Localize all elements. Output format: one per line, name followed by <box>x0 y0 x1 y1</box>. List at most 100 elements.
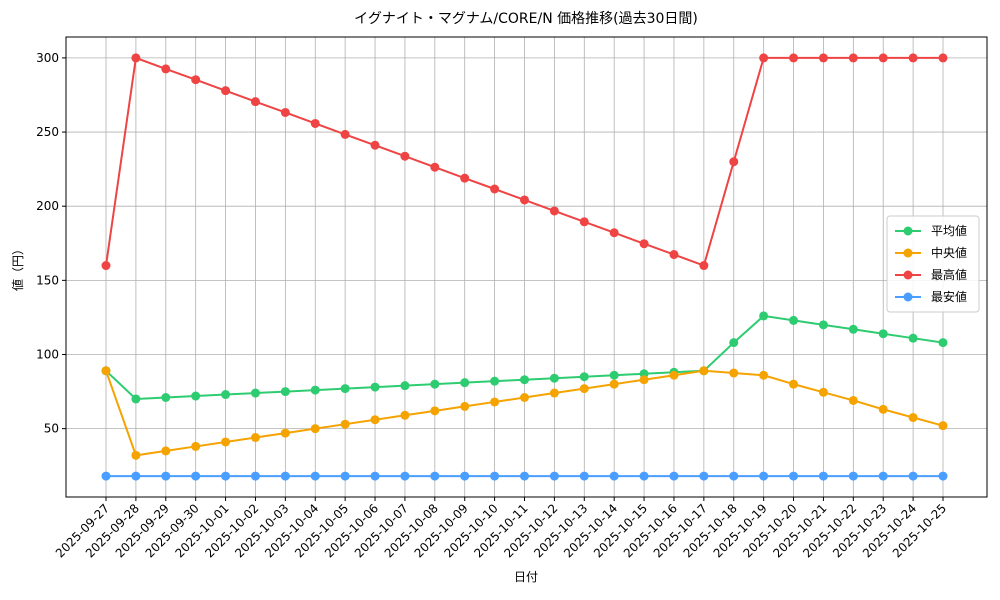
data-point <box>639 375 649 385</box>
data-point <box>520 471 529 481</box>
data-point <box>729 338 739 348</box>
plot-frame <box>65 36 988 498</box>
data-point <box>520 375 529 385</box>
legend-label: 最高値 <box>931 267 967 282</box>
data-point <box>250 433 260 443</box>
data-point <box>759 53 769 63</box>
data-point <box>878 329 888 339</box>
data-point <box>848 395 858 405</box>
data-point <box>490 471 500 481</box>
data-point <box>848 324 858 334</box>
data-point <box>191 441 201 451</box>
legend-label: 最安値 <box>931 289 967 304</box>
data-point <box>131 471 141 481</box>
data-point <box>280 387 290 397</box>
data-point <box>430 162 440 172</box>
data-point <box>221 390 231 400</box>
data-point <box>669 370 679 380</box>
legend-marker <box>903 292 913 302</box>
data-point <box>221 437 231 447</box>
data-point <box>280 471 290 481</box>
data-point <box>400 471 410 481</box>
legend-marker <box>903 226 913 236</box>
data-point <box>250 97 260 107</box>
legend-label: 平均値 <box>931 223 967 238</box>
data-point <box>430 379 440 389</box>
data-point <box>639 471 649 481</box>
data-point <box>310 471 320 481</box>
chart-title: イグナイト・マグナム/CORE/N 価格推移(過去30日間) <box>354 11 698 27</box>
data-point <box>759 311 769 321</box>
data-point <box>101 261 111 271</box>
data-point <box>101 471 111 481</box>
data-point <box>818 387 828 397</box>
data-point <box>490 184 500 194</box>
data-point <box>729 157 739 167</box>
data-point <box>430 471 440 481</box>
data-point <box>789 379 799 389</box>
y-tick-label: 100 <box>36 347 59 361</box>
data-point <box>908 333 918 343</box>
data-point <box>370 415 380 425</box>
data-point <box>430 406 440 416</box>
data-point <box>280 428 290 438</box>
data-point <box>609 379 619 389</box>
data-point <box>729 471 739 481</box>
data-point <box>490 397 500 407</box>
data-point <box>818 53 828 63</box>
data-point <box>490 376 500 386</box>
y-tick-label: 150 <box>36 273 59 287</box>
data-point <box>848 53 858 63</box>
data-point <box>340 129 350 139</box>
data-point <box>908 413 918 423</box>
data-point <box>400 381 410 391</box>
data-point <box>908 53 918 63</box>
data-point <box>520 195 529 205</box>
data-point <box>161 64 171 74</box>
data-point <box>759 471 769 481</box>
data-point <box>370 140 380 150</box>
data-point <box>669 471 679 481</box>
data-point <box>191 391 201 401</box>
data-point <box>579 217 589 227</box>
data-point <box>460 378 470 388</box>
data-point <box>938 53 948 63</box>
y-axis-label: 値（円） <box>10 243 25 291</box>
data-point <box>878 53 888 63</box>
data-point <box>460 173 470 183</box>
data-point <box>161 471 171 481</box>
data-point <box>609 471 619 481</box>
data-point <box>131 53 141 63</box>
data-point <box>789 53 799 63</box>
data-point <box>221 86 231 96</box>
data-point <box>729 368 739 378</box>
data-point <box>370 471 380 481</box>
data-point <box>669 250 679 260</box>
data-point <box>280 107 290 117</box>
data-point <box>609 228 619 238</box>
data-point <box>460 401 470 411</box>
data-point <box>340 384 350 394</box>
data-point <box>818 320 828 330</box>
data-point <box>549 471 559 481</box>
data-point <box>938 471 948 481</box>
data-point <box>549 206 559 216</box>
data-point <box>848 471 858 481</box>
data-point <box>250 471 260 481</box>
data-point <box>131 450 141 460</box>
data-point <box>549 388 559 398</box>
data-point <box>878 404 888 414</box>
data-point <box>579 372 589 382</box>
y-tick-label: 250 <box>36 125 59 139</box>
data-point <box>579 471 589 481</box>
data-point <box>101 366 111 376</box>
y-tick-label: 300 <box>36 51 59 65</box>
data-point <box>699 471 709 481</box>
data-point <box>549 373 559 383</box>
legend-box <box>886 215 980 313</box>
data-point <box>579 384 589 394</box>
data-point <box>460 471 470 481</box>
data-point <box>310 118 320 128</box>
data-point <box>250 388 260 398</box>
